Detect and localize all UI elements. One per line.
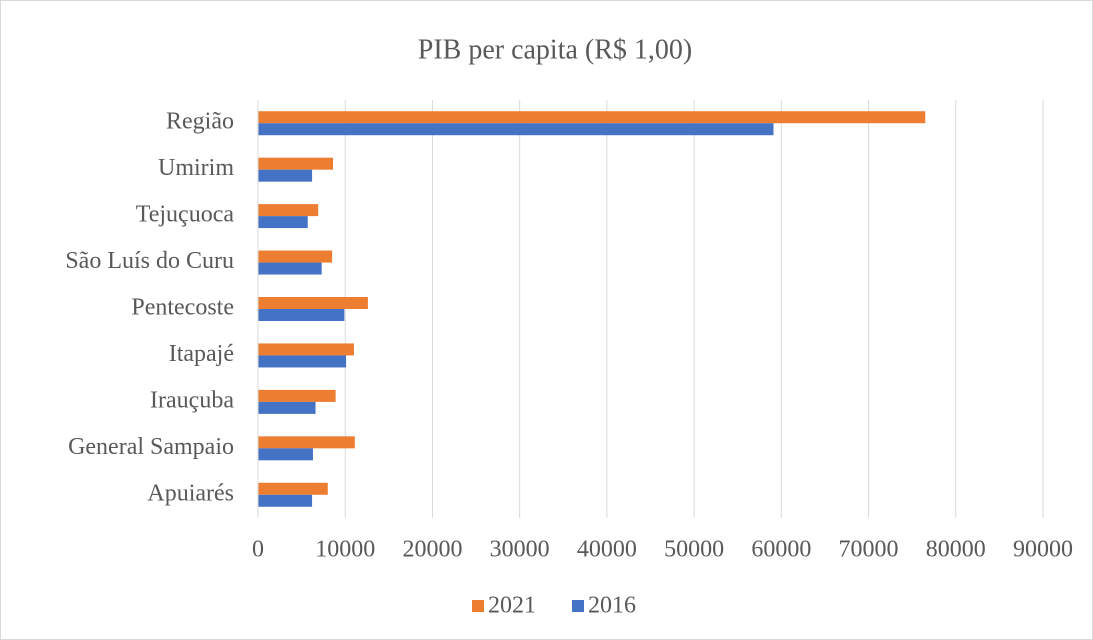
bar (258, 123, 774, 136)
bar (258, 250, 333, 263)
x-tick-label: 70000 (839, 537, 899, 563)
y-tick-label: Pentecoste (131, 295, 234, 321)
x-tick-label: 20000 (402, 537, 462, 563)
y-tick-label: Irauçuba (150, 387, 234, 413)
legend-label: 2016 (588, 593, 636, 619)
bar (258, 111, 926, 124)
bar (258, 169, 313, 182)
bar (258, 401, 316, 414)
y-tick-label: São Luís do Curu (65, 248, 234, 274)
y-tick-label: Apuiarés (147, 480, 234, 506)
bar (258, 389, 336, 402)
bar (258, 482, 328, 495)
chart-title: PIB per capita (R$ 1,00) (418, 34, 693, 65)
x-tick-label: 40000 (577, 537, 637, 563)
bar (258, 494, 313, 507)
bar (258, 343, 354, 356)
x-tick-label: 0 (252, 537, 264, 563)
x-tick-label: 10000 (315, 537, 375, 563)
bar (258, 355, 347, 368)
bar (258, 309, 345, 321)
bar (258, 262, 322, 275)
y-tick-label: Tejuçuoca (136, 202, 235, 228)
y-tick-label: Umirim (158, 155, 234, 181)
bar (258, 448, 313, 461)
y-tick-label: General Sampaio (68, 434, 234, 460)
bar (258, 204, 319, 217)
y-tick-label: Região (166, 109, 234, 135)
legend-swatch (572, 600, 584, 612)
legend-label: 2021 (488, 593, 536, 619)
x-tick-label: 60000 (751, 537, 811, 563)
bar (258, 436, 355, 449)
bar (258, 297, 368, 309)
bar (258, 157, 334, 170)
x-tick-label: 50000 (664, 537, 724, 563)
y-tick-label: Itapajé (169, 341, 234, 367)
bar (258, 216, 308, 229)
x-tick-label: 80000 (926, 537, 986, 563)
x-tick-label: 30000 (490, 537, 550, 563)
x-tick-label: 90000 (1013, 537, 1073, 563)
legend-swatch (472, 600, 484, 612)
